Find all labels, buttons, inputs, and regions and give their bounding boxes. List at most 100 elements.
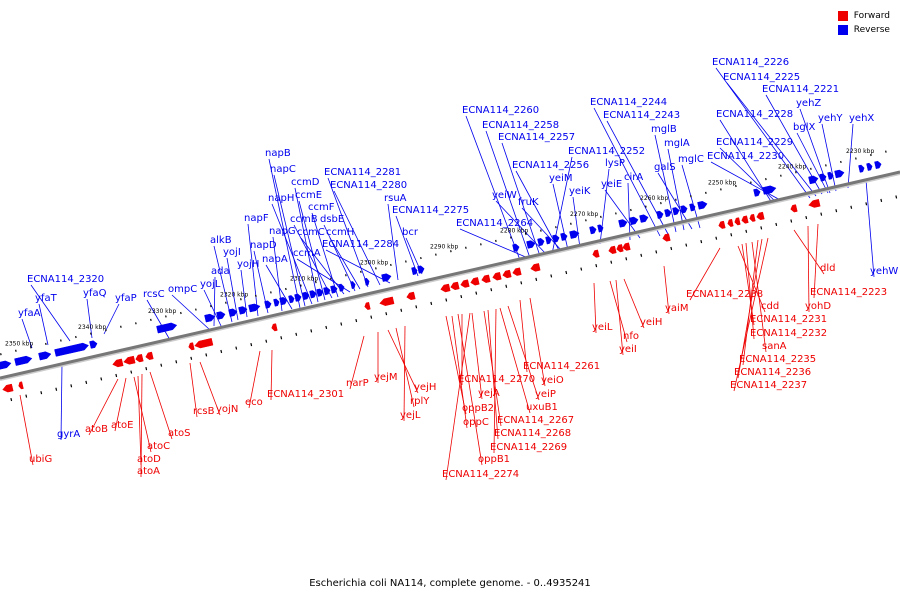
reverse-gene-arrow [18,381,24,390]
forward-gene-arrow [264,300,272,309]
forward-gene-arrow [629,216,639,226]
tick-mark [460,294,463,299]
forward-gene-label: yejA [478,388,500,399]
forward-leader-line [395,327,415,408]
forward-leader-line [451,315,468,429]
reverse-gene-arrow [530,263,541,272]
forward-gene-arrow [545,236,552,245]
reverse-leader-line [710,161,783,202]
forward-gene-label: yejH [414,382,436,393]
gene-arrows [0,160,882,393]
reverse-leader-line [203,289,223,329]
forward-gene-label: narP [346,378,369,389]
forward-gene-label: ECNA114_2232 [750,328,827,339]
forward-gene-label: yejM [374,372,397,383]
tick-mark [445,298,448,302]
forward-gene-arrow [411,267,418,275]
forward-gene-label: nfo [623,331,639,342]
forward-gene-arrow [338,283,345,292]
reverse-gene-label: yeiK [569,186,591,197]
forward-gene-arrow [330,285,338,294]
tick-mark [385,312,388,316]
tick-mark [760,226,763,230]
forward-gene-label: eco [245,397,263,408]
forward-gene-label: yohD [805,301,831,312]
tick-mark [25,394,28,398]
tick-mark [415,305,418,309]
reverse-gene-label: ccmE [295,190,322,201]
reverse-leader-line [501,142,541,257]
reverse-gene-label: ECNA114_2260 [462,105,539,116]
forward-leader-line [593,282,597,334]
reverse-gene-label: napD [250,240,277,251]
forward-gene-arrow [537,238,545,247]
forward-leader-line [737,245,766,313]
forward-gene-label: yeiL [592,322,613,333]
reverse-gene-arrow [271,323,278,332]
reverse-gene-arrow [727,218,734,227]
forward-gene-arrow [323,287,331,296]
forward-gene-arrow [273,298,280,307]
forward-gene-label: cdd [761,301,779,312]
reverse-gene-arrow [440,283,451,293]
reverse-gene-label: yojH [237,259,259,270]
reverse-gene-arrow [481,274,491,283]
tick-mark [265,339,268,343]
forward-leader-line [149,371,173,440]
forward-gene-arrow [697,201,708,210]
tick-mark [895,195,898,199]
reverse-gene-label: ada [211,266,230,277]
reverse-leader-line [226,257,239,321]
reverse-leader-line [298,200,326,301]
reverse-gene-arrow [188,342,195,351]
forward-gene-arrow [834,169,845,179]
reverse-gene-label: bcr [402,227,419,238]
reverse-gene-arrow [512,267,522,276]
forward-gene-arrow [552,234,560,243]
tick-mark [850,205,853,209]
reverse-gene-label: lysP [605,158,625,169]
forward-gene-label: yeiP [535,389,556,400]
forward-gene-label: ECNA114_2237 [730,380,807,391]
reverse-leader-line [726,82,817,197]
tick-mark [550,274,553,278]
reverse-swatch [837,24,848,35]
forward-gene-label: oppB1 [478,454,510,465]
reverse-leader-line [268,158,301,309]
forward-gene-label: atoA [137,466,160,477]
reverse-gene-label: mglC [678,154,704,165]
forward-gene-label: ECNA114_2231 [750,314,827,325]
reverse-leader-line [329,237,361,290]
reverse-leader-line [459,228,529,259]
reverse-gene-label: yehW [870,266,898,277]
forward-gene-label: oppB2 [462,403,494,414]
reverse-gene-arrow [135,354,144,363]
reverse-leader-line [465,115,521,261]
reverse-gene-label: yojL [200,279,221,290]
tick-mark [580,267,583,271]
forward-leader-line [733,237,769,392]
reverse-gene-arrow [756,211,765,221]
forward-gene-arrow [0,360,12,370]
reverse-gene-label: yeiE [601,179,622,190]
reverse-gene-arrow [470,277,480,286]
tick-mark [355,318,358,323]
reverse-gene-label: ccmH [326,227,354,238]
forward-swatch [837,10,848,21]
forward-gene-arrow [512,243,520,252]
reverse-gene-label: napC [270,164,296,175]
reverse-leader-line [213,245,233,323]
forward-leader-line [133,376,152,453]
reverse-gene-label: fruK [518,197,539,208]
reverse-gene-arrow [734,217,741,226]
forward-gene-arrow [302,291,310,301]
reverse-gene-label: yfaT [35,293,58,304]
reverse-gene-label: napG [269,226,296,237]
reverse-gene-label: ECNA114_2230 [707,151,784,162]
forward-gene-arrow [54,342,89,357]
tick-mark [565,270,568,275]
forward-gene-label: ECNA114_2301 [267,389,344,400]
tick-mark [835,209,838,213]
tick-mark [250,343,253,347]
tick-mark [55,387,58,391]
